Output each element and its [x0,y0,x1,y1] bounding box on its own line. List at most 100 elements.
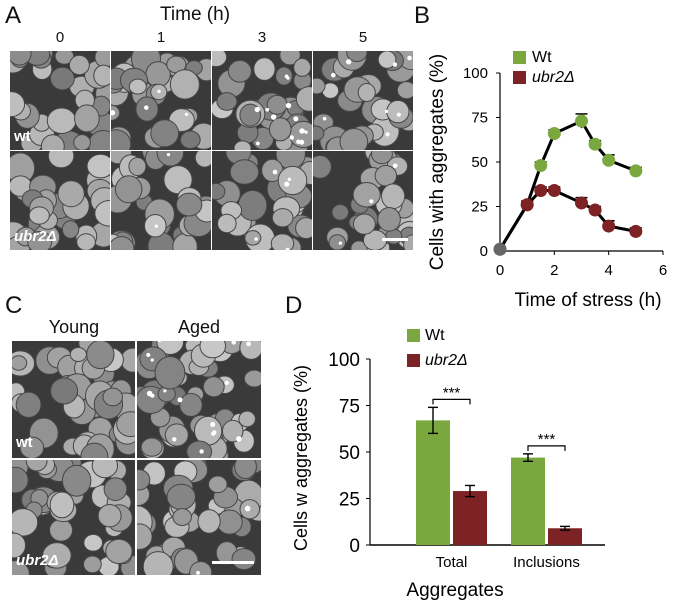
y-tick-label: 0 [480,243,488,260]
aggregate-spot [210,422,216,428]
cell [163,165,193,195]
row-label-ubr2-c: ubr2Δ [16,552,59,569]
y-axis-label: Cells with aggregates (%) [427,54,448,270]
cell [49,491,75,519]
panel-letter-d: D [285,292,303,319]
cell [237,189,268,221]
cell [19,436,45,458]
micrograph-wt-5h [313,51,413,150]
aggregate-spot [331,72,336,78]
cell [111,236,135,250]
col-label-0: 0 [55,29,65,46]
aggregate-spot [392,163,398,169]
row-label-wt-c: wt [16,434,33,451]
cell [42,542,72,569]
cell [15,391,42,418]
cell [103,477,128,502]
cell [28,206,50,225]
legend-label-wt: Wt [425,327,445,344]
micrograph-image [10,151,110,250]
cell [352,213,376,235]
cell [313,154,332,179]
cell [295,86,312,112]
cell [140,437,163,457]
cell [164,423,189,447]
aggregate-spot [246,341,251,347]
micrograph-ubr2-1h [111,151,211,250]
series-line [498,119,637,251]
cell [295,217,312,240]
significance-bracket [432,398,471,405]
y-tick-label: 50 [471,154,488,171]
col-label-3: 3 [257,29,267,46]
aggregate-spot [231,341,236,345]
chart-b: 0 25 50 75 100 0 2 4 6 Time of stress (h) Cells wi… [427,49,667,311]
panel-letter-c: C [5,292,23,319]
cell [91,460,119,479]
cell [102,387,123,407]
cell [328,234,346,250]
cell [83,533,104,552]
aggregate-spot [286,76,290,80]
cell [212,182,226,201]
y-tick-label: 25 [339,490,360,511]
micrograph-wt-3h [212,51,312,150]
aggregate-spot [150,358,154,362]
panel-letter-a: A [5,2,22,29]
aggregate-spot [270,114,277,120]
time-axis-label: Time (h) [160,4,231,25]
cell [80,442,109,458]
cell [275,66,293,86]
cell [179,392,203,418]
y-tick-label: 25 [471,199,488,216]
cell [350,240,368,250]
cell [380,183,406,210]
cell [116,411,135,438]
micrograph-image [313,51,413,150]
legend-swatch-wt [407,329,420,342]
cell [68,54,90,76]
aggregate-spot [111,110,116,116]
cell [154,356,186,390]
cell [156,151,185,167]
cell [27,230,53,250]
cell [386,99,410,124]
aggregate-spot [287,177,291,182]
data-point [588,203,602,217]
cell [352,181,381,208]
cell [10,51,32,66]
cell [128,78,147,95]
aggregate-spot [304,130,308,134]
legend-label-ubr2: ubr2Δ [425,352,468,369]
cell [197,509,221,534]
x-tick-label: 2 [550,262,558,279]
aggregate-spot [150,393,155,398]
legend-label-ubr2: ubr2Δ [532,69,575,86]
aggregate-spot [184,112,189,117]
legend-label-wt: Wt [532,49,552,66]
cell [83,555,102,574]
data-point [575,114,588,128]
micrograph-image [10,51,110,150]
aggregate-spot [236,436,242,442]
micrograph-image [313,151,413,250]
bar [511,457,545,545]
cell [86,153,110,179]
micrograph-image [212,151,312,250]
y-tick-label: 100 [463,65,488,82]
cell [76,233,96,250]
cell [253,57,276,81]
cell [339,127,369,150]
micrograph-image [111,51,211,150]
cell [194,151,211,168]
cell [12,508,39,537]
data-point [602,219,616,233]
cell [216,509,243,535]
cell [357,82,376,103]
legend-swatch-ubr2 [407,354,420,367]
cell [12,355,28,371]
cell [57,180,85,208]
cell [212,51,228,68]
cell [243,369,261,388]
y-tick-label: 50 [339,443,360,464]
